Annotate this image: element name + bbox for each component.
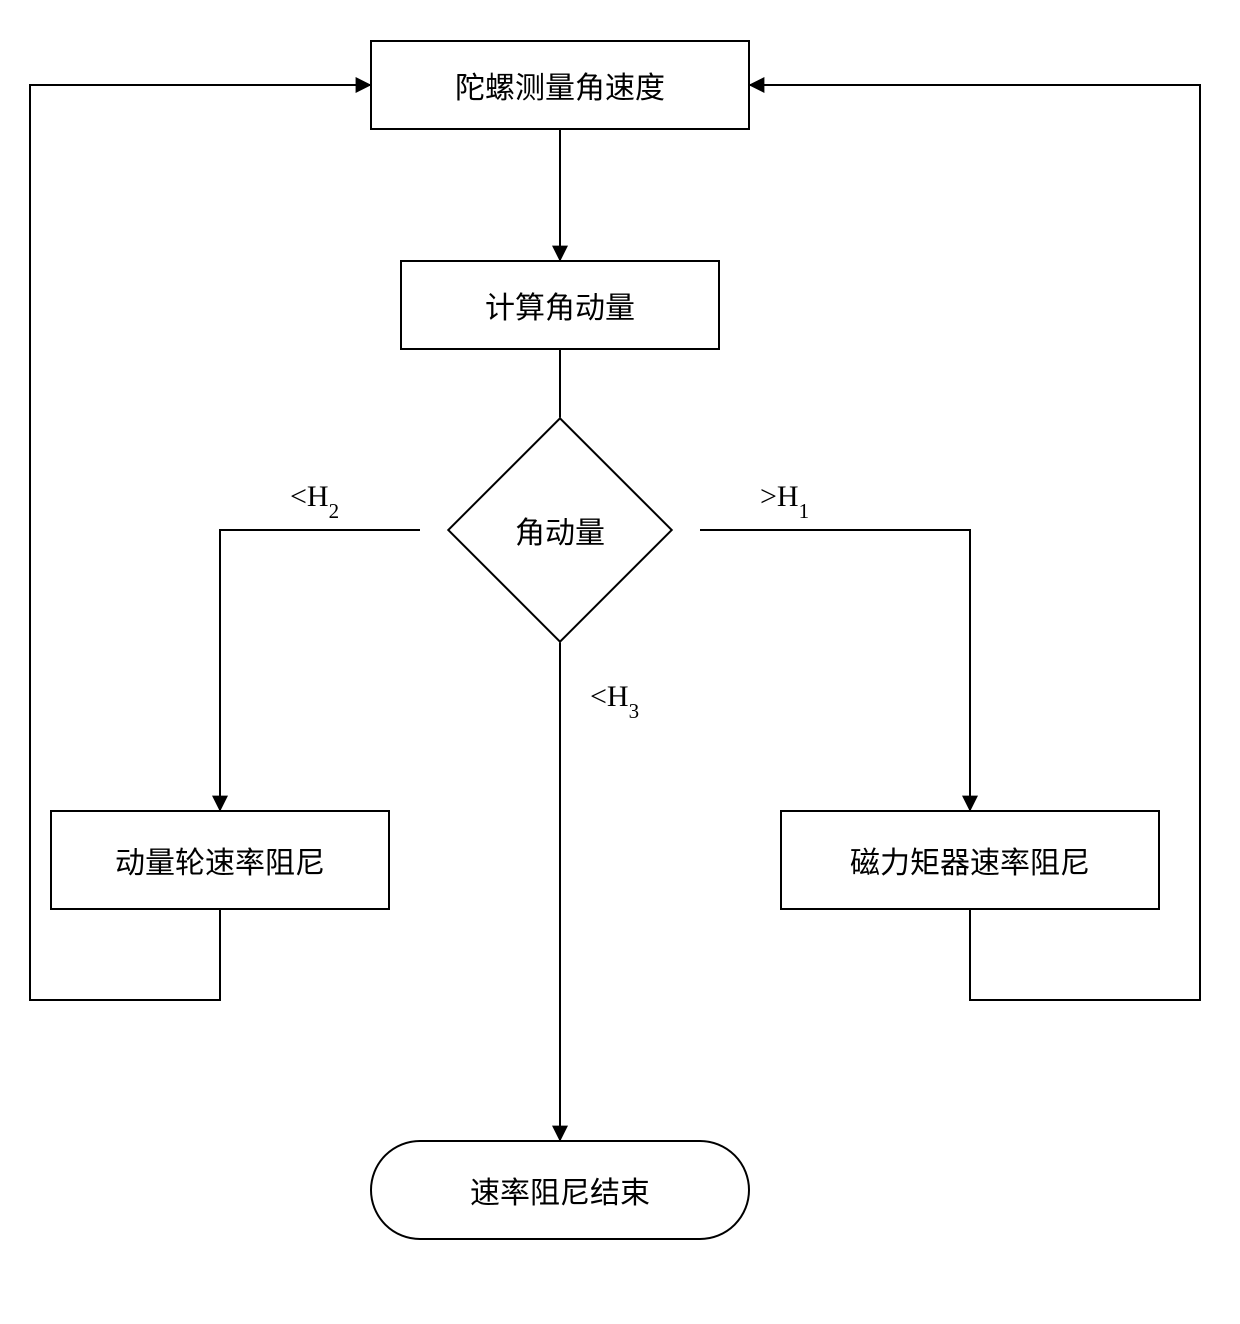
node-wheel-damping: 动量轮速率阻尼 bbox=[50, 810, 390, 910]
node-end: 速率阻尼结束 bbox=[370, 1140, 750, 1240]
label-sub: 1 bbox=[799, 499, 810, 523]
node-decision-momentum bbox=[447, 417, 673, 643]
flowchart-canvas: 陀螺测量角速度 计算角动量 角动量 动量轮速率阻尼 磁力矩器速率阻尼 速率阻尼结… bbox=[0, 0, 1240, 1324]
node-gyro-measure: 陀螺测量角速度 bbox=[370, 40, 750, 130]
node-label: 磁力矩器速率阻尼 bbox=[850, 838, 1090, 882]
edge-label-h3: <H3 bbox=[590, 680, 639, 719]
label-text: >H bbox=[760, 480, 799, 513]
edges-layer bbox=[0, 0, 1240, 1324]
label-text: <H bbox=[590, 680, 629, 713]
edge-label-h2: <H2 bbox=[290, 480, 339, 519]
node-label: 速率阻尼结束 bbox=[470, 1168, 650, 1212]
node-magnetorquer-damping: 磁力矩器速率阻尼 bbox=[780, 810, 1160, 910]
edge-label-h1: >H1 bbox=[760, 480, 809, 519]
label-sub: 2 bbox=[329, 499, 340, 523]
node-label: 陀螺测量角速度 bbox=[455, 63, 665, 107]
label-sub: 3 bbox=[629, 699, 640, 723]
label-text: <H bbox=[290, 480, 329, 513]
node-compute-momentum: 计算角动量 bbox=[400, 260, 720, 350]
node-label: 动量轮速率阻尼 bbox=[115, 838, 325, 882]
node-label: 计算角动量 bbox=[485, 283, 635, 327]
